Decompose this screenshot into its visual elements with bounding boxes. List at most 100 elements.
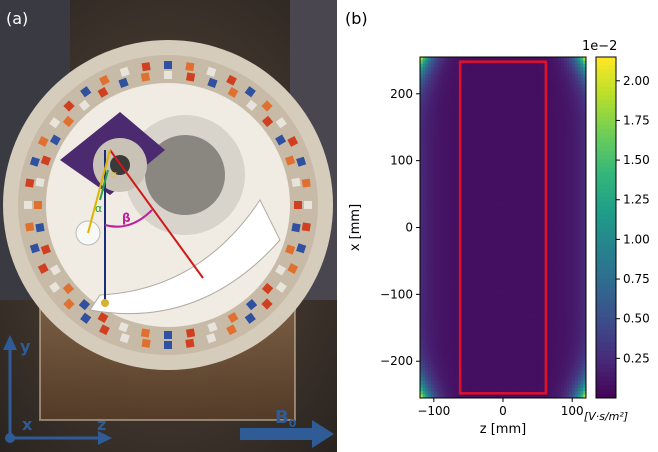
- heatmap-cell: [461, 118, 465, 123]
- heatmap-cell: [541, 329, 545, 334]
- heatmap-cell: [436, 353, 440, 358]
- heatmap-cell: [494, 377, 498, 382]
- heatmap-cell: [516, 159, 521, 164]
- heatmap-cell: [453, 84, 457, 89]
- heatmap-cell: [547, 166, 551, 171]
- heatmap-cell: [522, 261, 526, 266]
- heatmap-cell: [508, 363, 512, 368]
- heatmap-cell: [519, 258, 523, 263]
- heatmap-cell: [505, 387, 510, 392]
- heatmap-cell: [455, 94, 460, 99]
- heatmap-cell: [503, 121, 507, 126]
- heatmap-cell: [491, 217, 496, 222]
- heatmap-cell: [475, 224, 479, 228]
- heatmap-cell: [455, 292, 460, 297]
- heatmap-cell: [538, 217, 543, 222]
- heatmap-cell: [541, 118, 545, 123]
- heatmap-cell: [522, 196, 526, 201]
- heatmap-cell: [536, 261, 540, 266]
- heatmap-cell: [478, 224, 482, 228]
- heatmap-cell: [497, 319, 501, 324]
- heatmap-cell: [422, 384, 427, 389]
- heatmap-cell: [464, 162, 468, 167]
- heatmap-cell: [552, 247, 557, 252]
- heatmap-cell: [442, 329, 446, 334]
- heatmap-cell: [536, 316, 540, 321]
- heatmap-cell: [514, 244, 518, 249]
- heatmap-cell: [550, 374, 554, 379]
- heatmap-cell: [458, 57, 462, 61]
- heatmap-cell: [450, 322, 454, 327]
- heatmap-cell: [450, 271, 454, 276]
- heatmap-cell: [453, 261, 457, 266]
- heatmap-cell: [533, 196, 537, 201]
- heatmap-cell: [453, 363, 457, 368]
- heatmap-cell: [420, 357, 424, 361]
- heatmap-cell: [508, 193, 512, 198]
- heatmap-cell: [422, 350, 427, 355]
- heatmap-cell: [533, 380, 537, 385]
- heatmap-cell: [467, 121, 471, 126]
- heatmap-cell: [505, 374, 510, 379]
- heatmap-cell: [550, 87, 554, 92]
- heatmap-cell: [530, 172, 534, 177]
- heatmap-cell: [516, 155, 521, 160]
- heatmap-cell: [552, 336, 557, 341]
- heatmap-cell: [480, 230, 485, 235]
- heatmap-cell: [450, 282, 454, 286]
- heatmap-cell: [514, 132, 518, 136]
- heatmap-cell: [530, 97, 534, 102]
- heatmap-cell: [469, 210, 474, 215]
- heatmap-cell: [514, 74, 518, 78]
- heatmap-cell: [536, 312, 540, 317]
- heatmap-cell: [538, 244, 543, 249]
- heatmap-cell: [483, 241, 487, 246]
- heatmap-cell: [475, 326, 479, 331]
- heatmap-cell: [522, 186, 526, 191]
- heatmap-cell: [511, 227, 515, 232]
- heatmap-cell: [511, 357, 515, 361]
- heatmap-cell: [475, 138, 479, 143]
- heatmap-cell: [522, 350, 526, 355]
- heatmap-cell: [533, 159, 537, 164]
- heatmap-cell: [497, 196, 501, 201]
- heatmap-cell: [519, 360, 523, 365]
- heatmap-cell: [536, 271, 540, 276]
- heatmap-cell: [500, 224, 504, 228]
- heatmap-cell: [444, 176, 449, 181]
- heatmap-cell: [519, 162, 523, 167]
- heatmap-cell: [503, 186, 507, 191]
- heatmap-cell: [547, 63, 551, 68]
- heatmap-cell: [489, 67, 493, 72]
- heatmap-cell: [453, 186, 457, 191]
- heatmap-cell: [483, 70, 487, 75]
- heatmap-cell: [550, 357, 554, 361]
- heatmap-cell: [525, 302, 529, 307]
- heatmap-cell: [455, 384, 460, 389]
- heatmap-cell: [469, 189, 474, 194]
- heatmap-cell: [505, 254, 510, 259]
- heatmap-cell: [444, 220, 449, 225]
- heatmap-cell: [503, 203, 507, 208]
- heatmap-cell: [508, 241, 512, 246]
- heatmap-cell: [478, 309, 482, 314]
- heatmap-cell: [500, 217, 504, 222]
- heatmap-cell: [444, 363, 449, 368]
- heatmap-cell: [442, 302, 446, 307]
- heatmap-cell: [536, 241, 540, 246]
- heatmap-cell: [428, 353, 432, 358]
- heatmap-cell: [464, 118, 468, 123]
- magnet-block: [119, 333, 130, 344]
- heatmap-cell: [464, 251, 468, 256]
- heatmap-cell: [472, 275, 476, 280]
- heatmap-cell: [511, 57, 515, 61]
- heatmap-cell: [547, 91, 551, 96]
- heatmap-cell: [508, 97, 512, 102]
- heatmap-cell: [464, 234, 468, 239]
- heatmap-cell: [519, 210, 523, 215]
- heatmap-cell: [420, 370, 424, 375]
- heatmap-cell: [505, 166, 510, 171]
- heatmap-cell: [522, 169, 526, 174]
- heatmap-cell: [442, 91, 446, 96]
- heatmap-cell: [508, 258, 512, 263]
